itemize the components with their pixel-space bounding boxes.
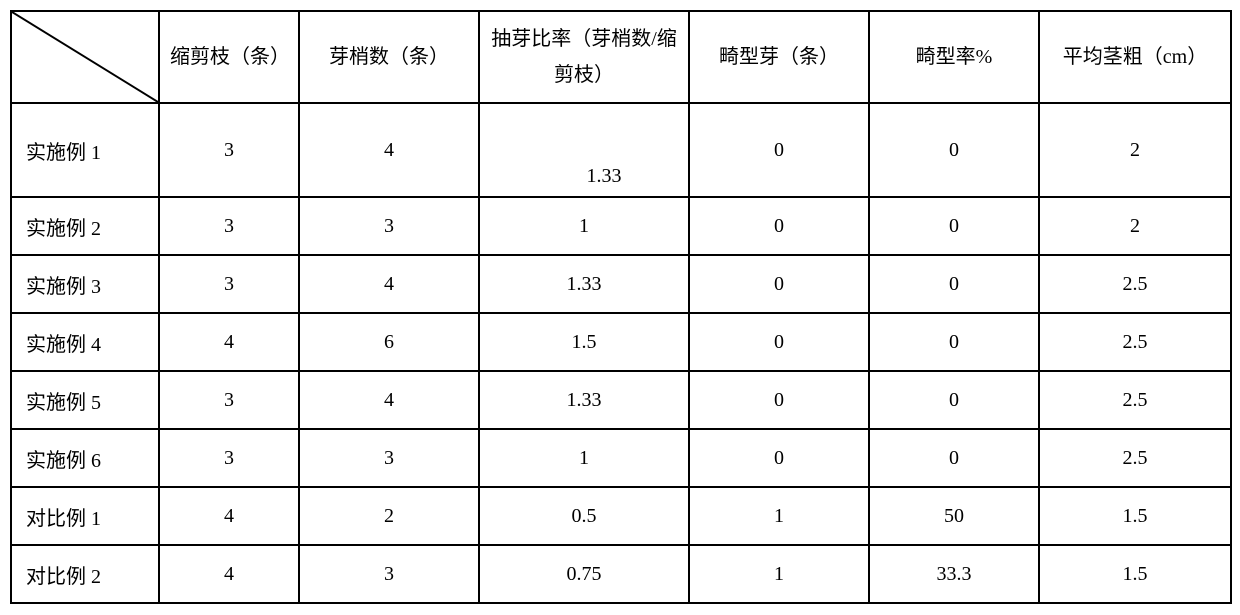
table-row: 实施例 1 3 4 1.33 0 0 2: [11, 103, 1231, 197]
cell: 1: [689, 545, 869, 603]
cell: 2.5: [1039, 371, 1231, 429]
cell: 1.5: [479, 313, 689, 371]
row-label: 对比例 2: [11, 545, 159, 603]
cell: 3: [159, 103, 299, 197]
table-row: 实施例 4 4 6 1.5 0 0 2.5: [11, 313, 1231, 371]
cell: 3: [299, 545, 479, 603]
cell: 0.75: [479, 545, 689, 603]
cell: 6: [299, 313, 479, 371]
cell: 1.5: [1039, 487, 1231, 545]
row-label: 实施例 4: [11, 313, 159, 371]
col-header-c2: 芽梢数（条）: [299, 11, 479, 103]
cell: 2.5: [1039, 255, 1231, 313]
cell: 4: [159, 545, 299, 603]
cell: 3: [159, 371, 299, 429]
cell: 4: [159, 487, 299, 545]
cell: 33.3: [869, 545, 1039, 603]
table-row: 对比例 1 4 2 0.5 1 50 1.5: [11, 487, 1231, 545]
cell: 3: [159, 197, 299, 255]
cell: 1.33: [479, 255, 689, 313]
cell: 0: [689, 103, 869, 197]
cell: 1.5: [1039, 545, 1231, 603]
cell: 3: [159, 255, 299, 313]
cell: 0: [689, 429, 869, 487]
row-label: 实施例 6: [11, 429, 159, 487]
cell: 0: [689, 313, 869, 371]
table-body: 实施例 1 3 4 1.33 0 0 2 实施例 2 3 3 1 0 0 2 实…: [11, 103, 1231, 603]
table-row: 实施例 2 3 3 1 0 0 2: [11, 197, 1231, 255]
cell: 4: [299, 371, 479, 429]
data-table: 缩剪枝（条） 芽梢数（条） 抽芽比率（芽梢数/缩剪枝） 畸型芽（条） 畸型率% …: [10, 10, 1232, 604]
diagonal-line-icon: [12, 12, 158, 102]
cell: 0: [689, 371, 869, 429]
cell: 1: [479, 197, 689, 255]
table-row: 实施例 6 3 3 1 0 0 2.5: [11, 429, 1231, 487]
cell: 0: [689, 197, 869, 255]
cell: 2: [299, 487, 479, 545]
cell: 0: [869, 255, 1039, 313]
cell: 3: [159, 429, 299, 487]
col-header-c3: 抽芽比率（芽梢数/缩剪枝）: [479, 11, 689, 103]
cell: 4: [299, 103, 479, 197]
cell: 0.5: [479, 487, 689, 545]
cell: 3: [299, 429, 479, 487]
data-table-container: 缩剪枝（条） 芽梢数（条） 抽芽比率（芽梢数/缩剪枝） 畸型芽（条） 畸型率% …: [10, 10, 1230, 604]
table-header-diagonal: [11, 11, 159, 103]
cell: 1.33: [479, 103, 689, 197]
table-row: 实施例 5 3 4 1.33 0 0 2.5: [11, 371, 1231, 429]
cell: 1.33: [479, 371, 689, 429]
row-label: 对比例 1: [11, 487, 159, 545]
row-label: 实施例 3: [11, 255, 159, 313]
cell: 4: [299, 255, 479, 313]
row-label: 实施例 1: [11, 103, 159, 197]
cell: 0: [869, 197, 1039, 255]
cell: 50: [869, 487, 1039, 545]
col-header-c6: 平均茎粗（cm）: [1039, 11, 1231, 103]
cell: 0: [869, 371, 1039, 429]
col-header-c1: 缩剪枝（条）: [159, 11, 299, 103]
col-header-c4: 畸型芽（条）: [689, 11, 869, 103]
row-label: 实施例 5: [11, 371, 159, 429]
cell: 1: [479, 429, 689, 487]
cell: 2.5: [1039, 429, 1231, 487]
cell: 0: [869, 313, 1039, 371]
col-header-c5: 畸型率%: [869, 11, 1039, 103]
cell: 3: [299, 197, 479, 255]
cell: 0: [689, 255, 869, 313]
table-row: 对比例 2 4 3 0.75 1 33.3 1.5: [11, 545, 1231, 603]
table-header-row: 缩剪枝（条） 芽梢数（条） 抽芽比率（芽梢数/缩剪枝） 畸型芽（条） 畸型率% …: [11, 11, 1231, 103]
cell: 0: [869, 429, 1039, 487]
cell: 2: [1039, 103, 1231, 197]
cell: 2: [1039, 197, 1231, 255]
cell: 0: [869, 103, 1039, 197]
cell: 4: [159, 313, 299, 371]
row-label: 实施例 2: [11, 197, 159, 255]
cell: 1: [689, 487, 869, 545]
table-row: 实施例 3 3 4 1.33 0 0 2.5: [11, 255, 1231, 313]
cell: 2.5: [1039, 313, 1231, 371]
